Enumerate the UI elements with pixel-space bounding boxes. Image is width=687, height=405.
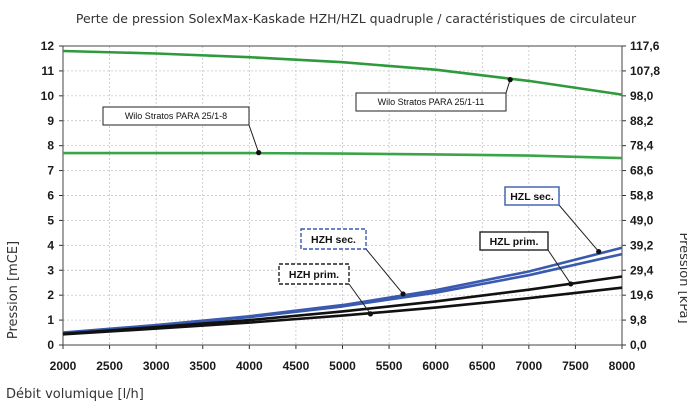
callout-label: Wilo Stratos PARA 25/1-8	[125, 111, 227, 121]
callout-box	[102, 106, 250, 126]
x-tick-label: 6500	[469, 359, 496, 373]
series-group	[62, 49, 623, 336]
callout-label: HZL sec.	[510, 191, 554, 203]
x-tick-label: 8000	[609, 359, 636, 373]
y2-tick-label: 58,8	[630, 189, 654, 203]
y2-tick-label: 29,4	[630, 263, 654, 277]
x-tick-label: 5500	[376, 359, 403, 373]
annotations: Wilo Stratos PARA 25/1-8 Wilo Stratos PAR…	[102, 77, 602, 317]
series-line-wilo-stratos-para-25-1-11	[62, 49, 623, 96]
x-tick-label: 2500	[96, 359, 123, 373]
callout-leader	[365, 248, 404, 295]
y2-tick-label: 88,2	[630, 114, 654, 128]
y-axis-label: Pression [mCE]	[6, 241, 21, 339]
callout-label: HZL prim.	[490, 236, 539, 248]
y-tick-label: 1	[47, 313, 54, 327]
x-tick-label: 6000	[422, 359, 449, 373]
chart-title: Perte de pression SolexMax-Kaskade HZH/H…	[76, 11, 637, 26]
y-tick-label: 11	[41, 64, 54, 78]
x-tick-label: 4500	[283, 359, 310, 373]
callout-leader	[558, 204, 600, 252]
callout-leader	[248, 124, 260, 153]
y-tick-label: 5	[47, 213, 54, 227]
y-tick-label: 2	[47, 288, 54, 302]
callout-dot	[507, 77, 513, 83]
y2-axis-label: Pression [kPa]	[676, 232, 687, 323]
y2-tick-label: 9,8	[630, 313, 647, 327]
y-tick-label: 4	[47, 238, 54, 252]
callout-box	[504, 186, 560, 206]
y2-tick-label: 0,0	[630, 338, 647, 352]
callout-label: HZH sec.	[311, 234, 356, 246]
callout-dot	[400, 291, 406, 297]
y2-tick-label: 107,8	[630, 64, 660, 78]
x-tick-label: 5000	[329, 359, 356, 373]
x-axis-label: Débit volumique [l/h]	[6, 387, 144, 402]
callout-label: Wilo Stratos PARA 25/1-11	[378, 97, 485, 107]
x-tick-label: 4000	[236, 359, 263, 373]
callout-box	[278, 263, 350, 285]
callout-dot	[256, 150, 262, 156]
x-tick-label: 7000	[515, 359, 542, 373]
y-tick-label: 9	[47, 114, 54, 128]
y-tick-label: 8	[47, 139, 54, 153]
y2-tick-label: 117,6	[630, 39, 660, 53]
series-line-wilo-stratos-para-25-1-8	[63, 151, 623, 160]
x-tick-label: 2000	[50, 359, 77, 373]
x-tick-label: 3000	[143, 359, 170, 373]
callout-box	[300, 228, 367, 250]
series-line-hzl-prim	[62, 275, 623, 336]
y2-tick-label: 78,4	[630, 139, 654, 153]
y-tick-label: 3	[47, 263, 54, 277]
callout-box	[479, 231, 549, 251]
callout-dot	[568, 281, 574, 287]
x-tick-label: 7500	[562, 359, 589, 373]
plot-frame	[62, 45, 623, 346]
y-tick-label: 10	[41, 89, 55, 103]
y-tick-label: 12	[41, 39, 55, 53]
y-tick-label: 6	[47, 189, 54, 203]
y-tick-label: 0	[47, 338, 54, 352]
y2-tick-label: 19,6	[630, 288, 654, 302]
y2-tick-label: 98,0	[630, 89, 654, 103]
callout-leader	[348, 283, 371, 315]
y2-tick-label: 39,2	[630, 238, 654, 252]
callout-label: HZH prim.	[289, 269, 339, 281]
callout-dot	[367, 311, 374, 317]
callout-box	[355, 92, 507, 112]
y2-tick-label: 68,6	[630, 164, 654, 178]
y-tick-label: 7	[47, 164, 54, 178]
series-line-hzh-sec	[62, 252, 623, 335]
x-tick-label: 3500	[189, 359, 216, 373]
y2-tick-label: 49,0	[630, 213, 654, 227]
axes: 0 0,0 1 9,8 2 19,6 3 29,4 4 39,2 5 49,0 6 58,8 7 68,6 8 7…	[41, 39, 661, 373]
callout-dot	[596, 248, 602, 255]
series-line-hzh-prim	[62, 286, 623, 336]
callout-leader	[547, 249, 572, 285]
